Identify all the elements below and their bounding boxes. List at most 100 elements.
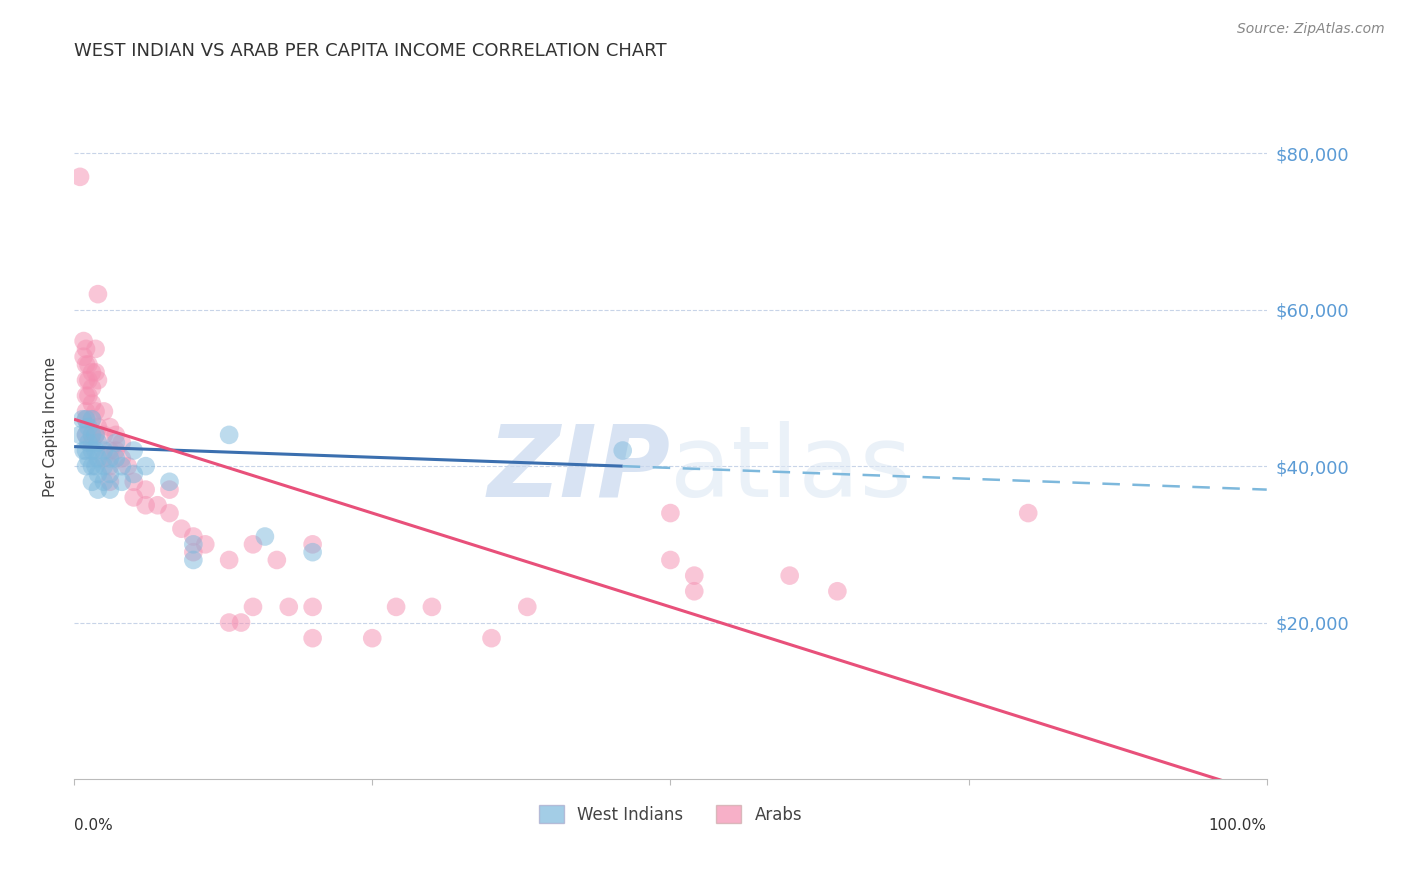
Point (69, 428, 91, 442)
Text: 100.0%: 100.0% (1209, 818, 1267, 832)
Point (98, 451, 121, 466)
Point (183, 529, 205, 543)
Point (683, 568, 706, 582)
Point (122, 491, 145, 505)
Point (301, 545, 323, 559)
Point (84, 459, 107, 474)
Point (84, 428, 107, 442)
Point (516, 599, 538, 614)
Point (72, 350, 94, 364)
Point (159, 506, 181, 520)
Point (75, 412, 97, 426)
Point (122, 475, 145, 489)
Point (77, 435, 100, 450)
Point (194, 537, 217, 551)
Point (481, 631, 503, 645)
Point (242, 537, 264, 551)
Point (84, 443, 107, 458)
Point (80, 435, 103, 450)
Point (159, 475, 181, 489)
Point (104, 443, 127, 458)
Legend: West Indians, Arabs: West Indians, Arabs (529, 796, 813, 834)
Point (98, 475, 121, 489)
Point (80, 381, 103, 395)
Point (122, 443, 145, 458)
Point (93, 404, 115, 418)
Point (277, 599, 299, 614)
Point (242, 599, 264, 614)
Point (361, 631, 384, 645)
Text: ZIP: ZIP (488, 421, 671, 517)
Point (111, 475, 134, 489)
Point (84, 404, 107, 418)
Point (111, 459, 134, 474)
Point (80, 396, 103, 410)
Point (87, 373, 110, 387)
Point (218, 428, 240, 442)
Point (104, 435, 127, 450)
Point (84, 428, 107, 442)
Point (104, 451, 127, 466)
Point (385, 599, 408, 614)
Point (218, 615, 240, 630)
Point (75, 443, 97, 458)
Point (117, 459, 139, 474)
Point (659, 506, 682, 520)
Point (93, 451, 115, 466)
Point (80, 443, 103, 458)
Point (72, 334, 94, 348)
Point (135, 459, 157, 474)
Point (87, 467, 110, 481)
Text: 0.0%: 0.0% (75, 818, 112, 832)
Point (77, 420, 100, 434)
Point (104, 428, 127, 442)
Point (72, 412, 94, 426)
Point (87, 420, 110, 434)
Point (170, 522, 193, 536)
Point (1017, 506, 1039, 520)
Point (80, 412, 103, 426)
Point (75, 342, 97, 356)
Point (301, 537, 323, 551)
Point (80, 428, 103, 442)
Point (87, 287, 110, 301)
Point (183, 545, 205, 559)
Point (93, 428, 115, 442)
Point (72, 443, 94, 458)
Point (93, 475, 115, 489)
Point (93, 459, 115, 474)
Point (159, 483, 181, 497)
Point (75, 459, 97, 474)
Point (80, 412, 103, 426)
Point (659, 553, 682, 567)
Point (77, 373, 100, 387)
Point (75, 389, 97, 403)
Point (93, 443, 115, 458)
Point (612, 443, 634, 458)
Point (84, 342, 107, 356)
Point (80, 428, 103, 442)
Text: atlas: atlas (671, 421, 912, 517)
Y-axis label: Per Capita Income: Per Capita Income (44, 357, 58, 497)
Point (122, 467, 145, 481)
Point (301, 631, 323, 645)
Point (146, 498, 169, 512)
Point (75, 428, 97, 442)
Point (77, 389, 100, 403)
Point (135, 483, 157, 497)
Point (77, 358, 100, 372)
Point (98, 459, 121, 474)
Point (111, 435, 134, 450)
Point (75, 358, 97, 372)
Point (183, 537, 205, 551)
Point (98, 443, 121, 458)
Point (75, 404, 97, 418)
Point (779, 568, 801, 582)
Point (75, 428, 97, 442)
Point (420, 599, 443, 614)
Point (75, 412, 97, 426)
Point (218, 553, 240, 567)
Point (98, 483, 121, 497)
Point (229, 615, 252, 630)
Point (80, 475, 103, 489)
